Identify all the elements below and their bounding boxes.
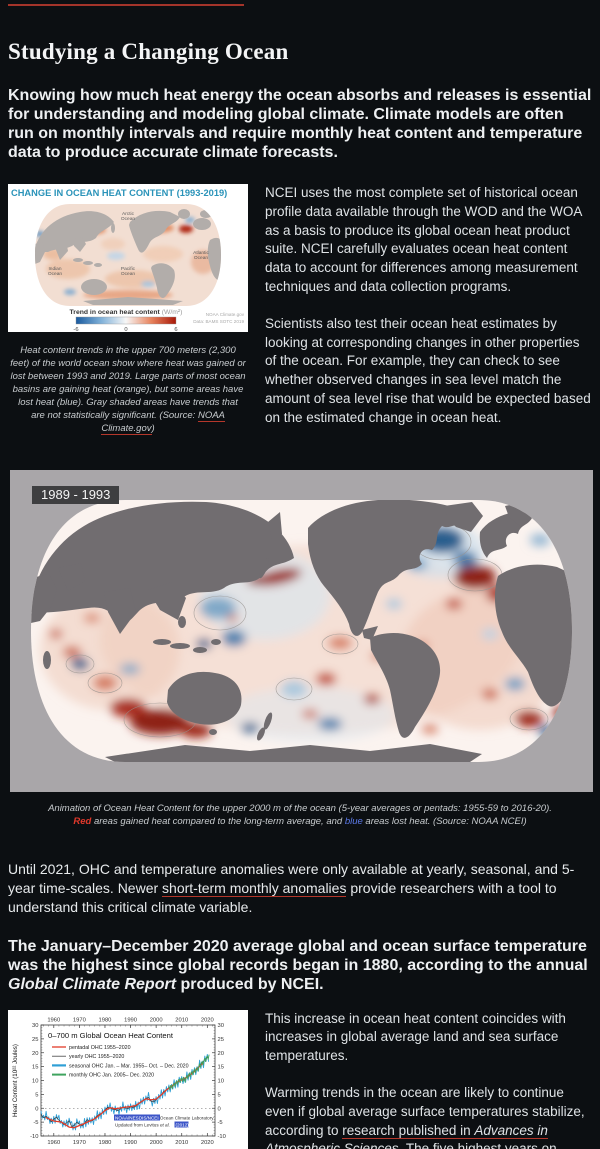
svg-text:Ocean: Ocean: [121, 216, 135, 222]
mini-map-colorbar-ticks: -6 0 6: [73, 327, 177, 333]
world-map-graphic: [10, 469, 593, 792]
page-title: Studying a Changing Ocean: [8, 39, 289, 64]
svg-text:Indian: Indian: [48, 266, 61, 272]
noaa-climate-gov-link[interactable]: NOAA Climate.gov: [101, 410, 225, 435]
svg-text:Ocean: Ocean: [48, 271, 62, 277]
top-divider: [8, 4, 244, 6]
svg-text:NOAA Climate.gov: NOAA Climate.gov: [206, 312, 245, 317]
svg-text:monthly OHC Jan. 2005– Dec. 20: monthly OHC Jan. 2005– Dec. 2020: [69, 1072, 154, 1078]
ohc-chart-image: 1960 1960 1970 1970 1980 1980 1990 1990 2000 2000…: [8, 1009, 248, 1149]
section2-paragraph-1: This increase in ocean heat content coin…: [265, 1010, 566, 1064]
research-article-link[interactable]: research published in Advances in Atmosp…: [265, 1122, 548, 1149]
mini-map-continents: [35, 209, 221, 305]
ohc-trend-map-graphic: CHANGE IN OCEAN HEAT CONTENT (1993-2019): [8, 184, 248, 333]
svg-text:-10: -10: [218, 1134, 226, 1140]
section-heat-graph: 1960 1960 1970 1970 1980 1980 1990 1990 2000 2000…: [8, 1009, 592, 1149]
svg-text:Data: BAMS SOTC 2019: Data: BAMS SOTC 2019: [193, 319, 244, 324]
svg-text:Arctic: Arctic: [122, 211, 135, 217]
mini-map-caption: Heat content trends in the upper 700 met…: [10, 345, 246, 435]
svg-text:2000: 2000: [150, 1140, 163, 1146]
svg-text:2020: 2020: [201, 1140, 214, 1146]
svg-text:20: 20: [218, 1050, 224, 1056]
svg-text:15: 15: [218, 1064, 224, 1070]
svg-text:1970: 1970: [73, 1140, 86, 1146]
short-term-monthly-anomalies-link[interactable]: short-term monthly anomalies: [162, 879, 347, 897]
svg-text:1970: 1970: [73, 1017, 86, 1023]
svg-text:Updated from Levitus et al. (2: Updated from Levitus et al. (2012): [115, 1122, 189, 1127]
svg-text:0: 0: [35, 1106, 38, 1112]
svg-text:-5: -5: [218, 1120, 223, 1126]
svg-text:seasonal OHC Jan. – Mar. 1955–: seasonal OHC Jan. – Mar. 1955– Oct. – De…: [69, 1063, 189, 1069]
section1-paragraph-2: Scientists also test their ocean heat es…: [265, 315, 591, 425]
section1-paragraph-1: NCEI uses the most complete set of histo…: [265, 185, 582, 294]
mini-map-colorbar-label: Trend in ocean heat content (W/m²): [70, 309, 183, 316]
svg-text:-5: -5: [33, 1120, 38, 1126]
svg-text:NOAA/NESDIS/NCEI Ocean Climate: NOAA/NESDIS/NCEI Ocean Climate Laborator…: [115, 1115, 214, 1120]
svg-text:5: 5: [218, 1092, 221, 1098]
svg-text:Atlantic: Atlantic: [193, 250, 209, 256]
svg-text:15: 15: [32, 1064, 38, 1070]
ohc-trend-map-image: CHANGE IN OCEAN HEAT CONTENT (1993-2019): [8, 184, 248, 333]
animation-caption: Animation of Ocean Heat Content for the …: [48, 802, 552, 828]
svg-text:25: 25: [32, 1036, 38, 1042]
svg-text:30: 30: [32, 1023, 38, 1029]
svg-text:6: 6: [174, 327, 177, 332]
svg-text:10: 10: [32, 1078, 38, 1084]
svg-text:2020: 2020: [201, 1017, 214, 1023]
svg-text:0–700 m Global Ocean Heat Cont: 0–700 m Global Ocean Heat Content: [48, 1031, 174, 1040]
svg-text:Ocean: Ocean: [194, 255, 208, 261]
section2-paragraph-2: Warming trends in the ocean are likely t…: [265, 1084, 592, 1149]
svg-text:Pacific: Pacific: [121, 266, 136, 272]
svg-text:10: 10: [218, 1078, 224, 1084]
global-climate-report-heading: The January–December 2020 average global…: [8, 937, 588, 993]
svg-text:5: 5: [35, 1092, 38, 1098]
svg-text:2000: 2000: [150, 1017, 163, 1023]
ohc-chart-graphic: 1960196019701970198019801990199020002000…: [8, 1009, 248, 1149]
svg-text:pentadal OHC 1955–2020: pentadal OHC 1955–2020: [69, 1045, 131, 1051]
svg-text:0: 0: [218, 1106, 221, 1112]
svg-text:20: 20: [32, 1050, 38, 1056]
svg-text:2010: 2010: [175, 1140, 188, 1146]
svg-text:1960: 1960: [47, 1017, 60, 1023]
svg-text:Ocean: Ocean: [121, 271, 135, 277]
map-continents: [31, 499, 572, 762]
animation-year-label: 1989 - 1993: [32, 485, 120, 504]
svg-text:0: 0: [124, 327, 127, 332]
svg-text:2010: 2010: [175, 1017, 188, 1023]
svg-text:1990: 1990: [124, 1140, 137, 1146]
svg-text:yearly OHC 1955–2020: yearly OHC 1955–2020: [69, 1054, 124, 1060]
intro-paragraph: Knowing how much heat energy the ocean a…: [8, 87, 592, 161]
svg-text:30: 30: [218, 1023, 224, 1029]
monthly-anomalies-paragraph: Until 2021, OHC and temperature anomalie…: [8, 860, 575, 915]
red-word: Red: [73, 816, 92, 828]
svg-text:1980: 1980: [99, 1140, 112, 1146]
svg-text:25: 25: [218, 1036, 224, 1042]
svg-text:Heat Content (10²² Joules): Heat Content (10²² Joules): [12, 1044, 19, 1117]
svg-text:1990: 1990: [124, 1017, 137, 1023]
mini-map-colorbar: [75, 316, 177, 325]
svg-text:1960: 1960: [47, 1140, 60, 1146]
section-ocean-heat: CHANGE IN OCEAN HEAT CONTENT (1993-2019): [8, 184, 592, 446]
mini-map-credits: NOAA Climate.gov Data: BAMS SOTC 2019: [193, 312, 245, 324]
svg-text:-6: -6: [73, 327, 78, 332]
ohc-animation-frame: 1989 - 1993: [10, 469, 593, 792]
blue-word: blue: [344, 816, 363, 828]
svg-text:-10: -10: [30, 1134, 38, 1140]
svg-text:1980: 1980: [99, 1017, 112, 1023]
mini-map-title: CHANGE IN OCEAN HEAT CONTENT (1993-2019): [11, 188, 227, 198]
